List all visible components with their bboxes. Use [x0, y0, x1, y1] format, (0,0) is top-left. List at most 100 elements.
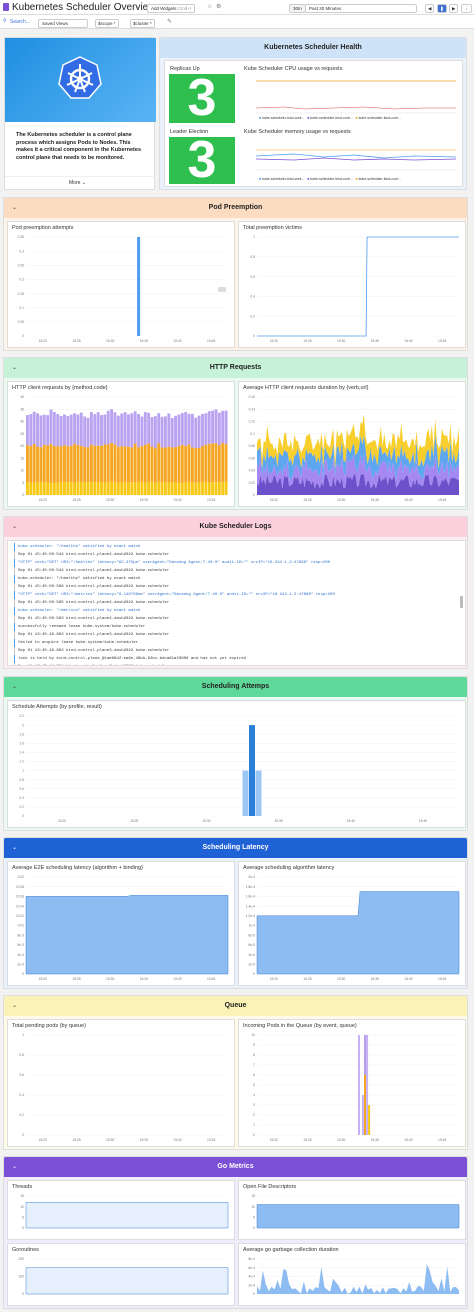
bar-segment: [76, 414, 80, 446]
more-label: More: [69, 180, 81, 186]
log-line[interactable]: kube-scheduler: "/metrics" satisfied by …: [14, 607, 454, 615]
time-chip[interactable]: 30m: [289, 4, 306, 13]
x-tick-label: 15:20: [39, 339, 47, 343]
log-stream[interactable]: kube-scheduler: "/healthz" satisfied by …: [7, 540, 466, 666]
y-tick-label: 1.8: [19, 732, 24, 736]
bar-segment: [197, 447, 201, 483]
group-header[interactable]: ⌄ Kube Scheduler Logs: [4, 517, 467, 537]
cluster-variable[interactable]: $cluster *: [130, 19, 155, 28]
legend-item[interactable]: kube-scheduler-kind-cont...: [310, 116, 353, 120]
log-line[interactable]: kube-scheduler: "/healthz" satisfied by …: [14, 575, 454, 583]
legend-item[interactable]: kube-scheduler-kind-cont...: [358, 116, 401, 120]
collapse-icon[interactable]: ⌄: [12, 365, 18, 371]
collapse-icon[interactable]: ⌄: [12, 684, 18, 690]
log-line[interactable]: Sep 01 15:45:50.583 kind-control-plane2-…: [14, 615, 454, 623]
bar-segment: [63, 445, 66, 482]
collapse-icon[interactable]: ⌄: [12, 845, 18, 851]
widget-goroutines[interactable]: Goroutines 200 100 0: [7, 1243, 235, 1306]
add-widgets-button[interactable]: Add Widgets Cmd+I: [147, 4, 196, 13]
leader-value: 3: [169, 134, 235, 186]
widget-threads[interactable]: Threads 15 10 5 0: [7, 1180, 235, 1240]
y-tick-label: 10: [251, 1033, 255, 1037]
log-line[interactable]: "HTTP" verb="GET" URI="/metrics" latency…: [14, 591, 454, 599]
log-line[interactable]: Sep 01 15:45:50.544 kind-control-plane2-…: [14, 567, 454, 575]
more-icon[interactable]: ⋮: [461, 4, 472, 13]
page-title[interactable]: Kubernetes Scheduler Overview: [12, 2, 156, 13]
group-title: Scheduling Latency: [202, 844, 269, 851]
log-line[interactable]: "HTTP" verb="GET" URI="/healthz" latency…: [14, 559, 454, 567]
y-tick-label: 0.8: [19, 1053, 24, 1057]
bar-segment: [211, 410, 215, 444]
x-tick-label: 15:30: [337, 977, 345, 981]
y-tick-label: 0.016: [16, 895, 24, 899]
x-tick-label: 15:25: [130, 819, 138, 823]
collapse-icon[interactable]: ⌄: [12, 524, 18, 530]
log-line[interactable]: Sep 01 15:45:50.544 kind-control-plane2-…: [14, 551, 454, 559]
widget-http-client-requests[interactable]: HTTP client requests by {method,code} 40 3…: [7, 381, 235, 507]
previous-icon[interactable]: ◀: [425, 4, 435, 13]
group-header[interactable]: ⌄ Queue: [4, 996, 467, 1016]
widget-algorithm-latency[interactable]: Average scheduling algorithm latency 2e-4…: [238, 861, 466, 986]
chevron-down-icon[interactable]: ⌄: [136, 4, 142, 10]
star-icon[interactable]: ☆: [207, 4, 213, 10]
widget-http-request-duration[interactable]: Average HTTP client requests duration by…: [238, 381, 466, 507]
bar-segment: [93, 445, 97, 482]
log-line[interactable]: failed to acquire lease kube-system/kube…: [14, 639, 454, 647]
x-tick-label: 15:30: [337, 339, 345, 343]
widget-gc-duration[interactable]: Average go garbage collection duration 8e…: [238, 1243, 466, 1306]
group-header[interactable]: ⌄ Scheduling Attemps: [4, 677, 467, 697]
bar-segment: [100, 445, 103, 483]
collapse-icon[interactable]: ⌄: [12, 205, 18, 211]
bar-segment: [170, 482, 174, 495]
memory-chart-title: Kube Scheduler memory usage vs requests: [244, 129, 351, 135]
scrollbar[interactable]: [460, 596, 463, 608]
log-line[interactable]: Sep 01 15:45:50.585 kind-control-plane2-…: [14, 599, 454, 607]
collapse-icon[interactable]: ⌄: [12, 1003, 18, 1009]
widget-schedule-attempts[interactable]: Schedule Attempts (by profile, result) 2.…: [7, 700, 466, 828]
y-tick-label: 2e-5: [248, 963, 255, 967]
log-line[interactable]: Sep 01 15:45:50.588 kind-control-plane2-…: [14, 583, 454, 591]
scope-variable[interactable]: $scope *: [95, 19, 119, 28]
widget-open-fds[interactable]: Open File Descriptors 15 10 5 0: [238, 1180, 466, 1240]
bar: [137, 237, 141, 336]
log-line[interactable]: successfully renewed lease kube-system/k…: [14, 623, 454, 631]
log-line[interactable]: Sep 01 13:45:44.704 kind-control-plane3-…: [14, 663, 454, 665]
time-range-select[interactable]: Past 30 Minutes: [305, 4, 417, 13]
widget-pending-pods[interactable]: Total pending pods (by queue) 1 0.8 0.6 0.4 0…: [7, 1019, 235, 1147]
log-line[interactable]: lock is held by kind-control-plane_@1ae0…: [14, 655, 454, 663]
bar-segment: [86, 482, 90, 495]
group-header[interactable]: ⌄ HTTP Requests: [4, 358, 467, 378]
y-tick-label: 7: [253, 1063, 255, 1067]
widget-incoming-pods[interactable]: Incoming Pods in the Queue (by event, qu…: [238, 1019, 466, 1147]
search-input[interactable]: Search...: [10, 19, 31, 25]
legend-item[interactable]: kube-scheduler-kind-cont...: [358, 177, 401, 181]
y-tick-label: 0.04: [249, 469, 256, 473]
legend-swatch-blue: ■: [259, 177, 262, 181]
bar-segment: [160, 447, 164, 483]
legend-item[interactable]: kube-scheduler-kind-cont...: [310, 177, 353, 181]
log-line[interactable]: Sep 01 13:45:49.863 kind-control-plane3-…: [14, 631, 454, 639]
pause-icon[interactable]: ❚: [437, 4, 447, 13]
legend-swatch-orange: ■: [355, 177, 358, 181]
legend-item[interactable]: kube-scheduler-kind-cont...: [262, 177, 305, 181]
collapse-icon[interactable]: ⌄: [12, 1164, 18, 1170]
group-header[interactable]: ⌄ Scheduling Latency: [4, 838, 467, 858]
more-button[interactable]: More ⌄: [69, 180, 86, 186]
group-header[interactable]: ⌄ Pod Preemption: [4, 198, 467, 218]
edit-icon[interactable]: ✎: [167, 19, 173, 25]
next-icon[interactable]: ▶: [449, 4, 459, 13]
log-line[interactable]: kube-scheduler: "/healthz" satisfied by …: [14, 543, 454, 551]
bar-segment: [201, 482, 204, 495]
log-line[interactable]: Sep 01 13:45:49.863 kind-control-plane3-…: [14, 647, 454, 655]
widget-pod-preemption-attempts[interactable]: Pod preemption attempts 0.35 0.3 0.25 0.2 0.1…: [7, 221, 235, 348]
bar-segment: [96, 412, 100, 446]
search-icon[interactable]: ⚲: [3, 18, 7, 24]
group-header[interactable]: ⌄ Go Metrics: [4, 1157, 467, 1177]
legend-item[interactable]: kube-scheduler-kind-cont...: [262, 116, 305, 120]
widget-e2e-latency[interactable]: Average E2E scheduling latency {algorith…: [7, 861, 235, 986]
x-tick-label: 15:30: [337, 498, 345, 502]
bar-segment: [167, 482, 171, 495]
saved-views-select[interactable]: Saved Views: [38, 19, 88, 28]
settings-icon[interactable]: ⚙: [216, 4, 222, 10]
widget-total-preemption-victims[interactable]: Total preemption victims 1 0.8 0.6 0.4 0.2 0 15…: [238, 221, 466, 348]
